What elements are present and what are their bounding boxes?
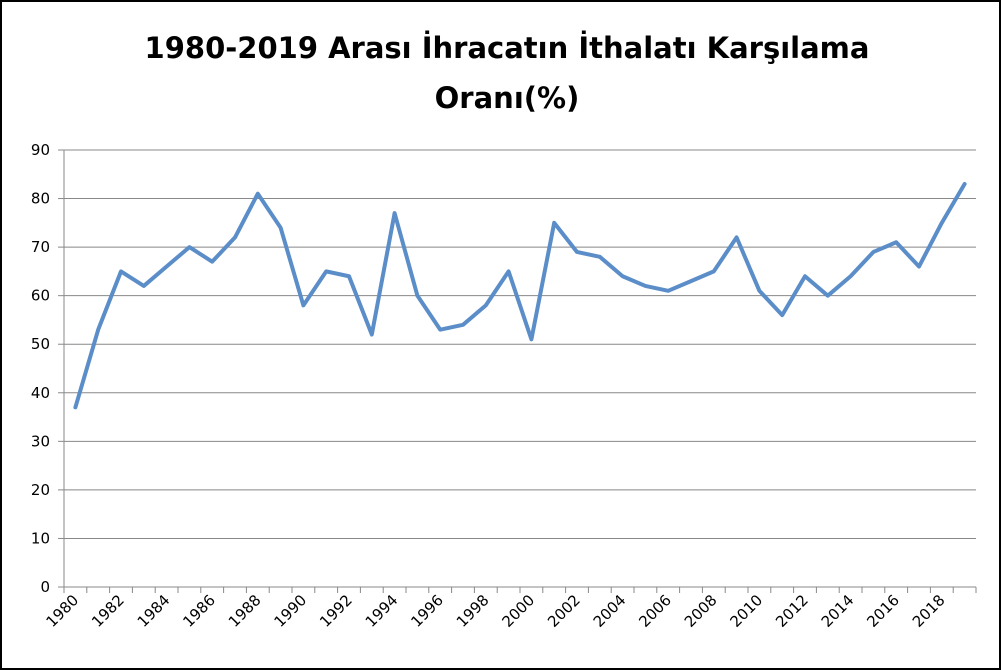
chart-title: 1980-2019 Arası İhracatın İthalatı Karşı… (145, 31, 870, 65)
y-tick-label: 80 (31, 190, 50, 208)
y-tick-label: 30 (31, 432, 50, 450)
y-tick-label: 0 (40, 578, 50, 596)
y-tick-label: 40 (31, 384, 50, 402)
data-line (73, 181, 967, 410)
y-tick-label: 50 (31, 335, 50, 353)
y-tick-label: 20 (31, 481, 50, 499)
y-tick-label: 90 (31, 141, 50, 159)
y-tick-label: 70 (31, 238, 50, 256)
y-tick-label: 60 (31, 287, 50, 305)
chart-title: Oranı(%) (435, 81, 580, 115)
y-tick-label: 10 (31, 529, 50, 547)
